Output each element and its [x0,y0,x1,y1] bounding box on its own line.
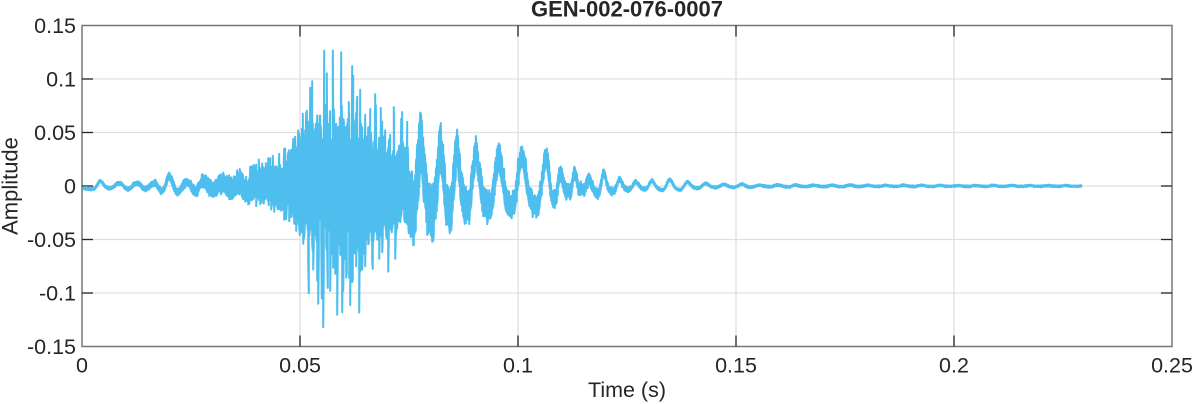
svg-text:0.05: 0.05 [34,121,76,145]
svg-text:GEN-002-076-0007: GEN-002-076-0007 [531,0,723,22]
svg-text:0.1: 0.1 [46,68,76,92]
svg-text:0: 0 [64,175,76,199]
svg-text:0.2: 0.2 [939,354,969,378]
svg-text:0: 0 [76,354,88,378]
svg-text:0.1: 0.1 [503,354,533,378]
svg-text:0.25: 0.25 [1151,354,1193,378]
svg-text:Time (s): Time (s) [588,378,666,402]
svg-text:0.15: 0.15 [34,14,76,38]
svg-text:-0.05: -0.05 [27,228,76,252]
svg-text:-0.15: -0.15 [27,335,76,359]
svg-text:Amplitude: Amplitude [0,137,23,235]
svg-text:0.15: 0.15 [715,354,757,378]
svg-text:-0.1: -0.1 [39,282,76,306]
svg-text:0.05: 0.05 [279,354,321,378]
